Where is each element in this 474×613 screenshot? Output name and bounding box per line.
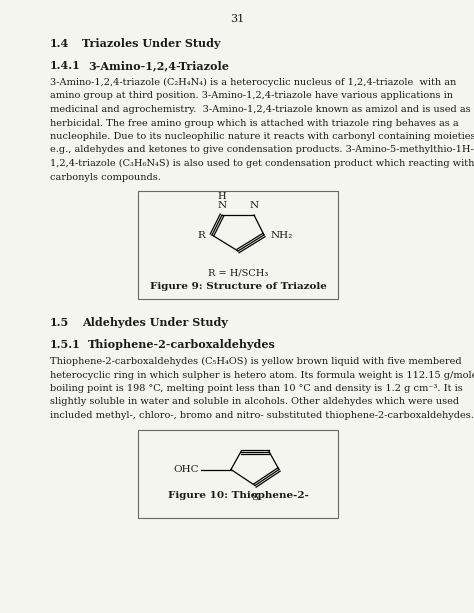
Text: herbicidal. The free amino group which is attached with triazole ring behaves as: herbicidal. The free amino group which i… [50,118,459,128]
Text: H: H [218,192,226,201]
Text: heterocyclic ring in which sulpher is hetero atom. Its formula weight is 112.15 : heterocyclic ring in which sulpher is he… [50,370,474,379]
Text: e.g., aldehydes and ketones to give condensation products. 3-Amino-5-methylthio-: e.g., aldehydes and ketones to give cond… [50,145,474,154]
Text: 1.4: 1.4 [50,38,69,49]
Text: 1,2,4-triazole (C₃H₆N₄S) is also used to get condensation product which reacting: 1,2,4-triazole (C₃H₆N₄S) is also used to… [50,159,474,168]
Text: R: R [197,230,205,240]
Text: 1.5.1: 1.5.1 [50,339,81,350]
Text: Thiophene-2-carboxaldehydes: Thiophene-2-carboxaldehydes [88,339,276,350]
Text: nucleophile. Due to its nucleophilic nature it reacts with carbonyl containing m: nucleophile. Due to its nucleophilic nat… [50,132,474,141]
Text: OHC: OHC [173,465,199,474]
Text: S: S [251,493,258,503]
Text: Figure 9: Structure of Triazole: Figure 9: Structure of Triazole [150,282,327,291]
Text: medicinal and agrochemistry.  3-Amino-1,2,4-triazole known as amizol and is used: medicinal and agrochemistry. 3-Amino-1,2… [50,105,471,114]
Text: amino group at third position. 3-Amino-1,2,4-triazole have various applications : amino group at third position. 3-Amino-1… [50,91,453,101]
Text: slightly soluble in water and soluble in alcohols. Other aldehydes which were us: slightly soluble in water and soluble in… [50,397,459,406]
Text: carbonyls compounds.: carbonyls compounds. [50,172,161,181]
Text: boiling point is 198 °C, melting point less than 10 °C and density is 1.2 g cm⁻³: boiling point is 198 °C, melting point l… [50,384,463,393]
Text: Thiophene-2-carboxaldehydes (C₅H₄OS) is yellow brown liquid with five membered: Thiophene-2-carboxaldehydes (C₅H₄OS) is … [50,357,462,366]
FancyBboxPatch shape [138,430,338,517]
Text: 31: 31 [230,14,244,24]
Text: Aldehydes Under Study: Aldehydes Under Study [82,317,228,328]
Text: N: N [249,201,258,210]
FancyBboxPatch shape [138,191,338,299]
Text: Triazoles Under Study: Triazoles Under Study [82,38,220,49]
Text: 1.5: 1.5 [50,317,69,328]
Text: Figure 10: Thiophene-2-: Figure 10: Thiophene-2- [168,492,309,500]
Text: R = H/SCH₃: R = H/SCH₃ [208,269,268,278]
Text: 3-Amino-1,2,4-Triazole: 3-Amino-1,2,4-Triazole [88,60,229,71]
Text: N: N [218,201,227,210]
Text: 1.4.1: 1.4.1 [50,60,81,71]
Text: 3-Amino-1,2,4-triazole (C₂H₄N₄) is a heterocyclic nucleus of 1,2,4-triazole  wit: 3-Amino-1,2,4-triazole (C₂H₄N₄) is a het… [50,78,456,87]
Text: NH₂: NH₂ [271,230,293,240]
Text: included methyl-, chloro-, bromo and nitro- substituted thiophene-2-carboxaldehy: included methyl-, chloro-, bromo and nit… [50,411,474,420]
